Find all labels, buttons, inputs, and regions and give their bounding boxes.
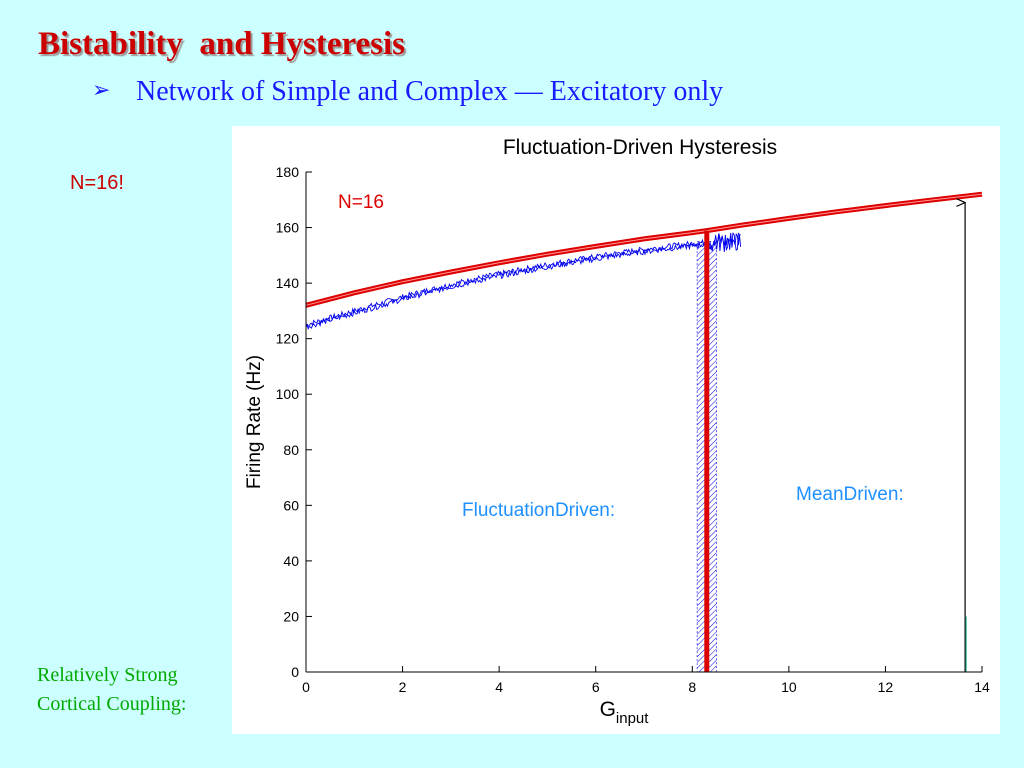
y-tick-label: 60 xyxy=(283,497,299,513)
mean-driven-label: MeanDriven: xyxy=(796,484,904,505)
coupling-note: Relatively Strong Cortical Coupling: xyxy=(37,661,186,719)
network-size-value: N=16 xyxy=(70,172,119,194)
x-tick-label: 12 xyxy=(878,679,894,695)
network-size-suffix: ! xyxy=(118,172,124,194)
x-tick-label: 8 xyxy=(688,679,696,695)
blue-fluctuation-curve xyxy=(305,232,741,330)
chart-title: Fluctuation-Driven Hysteresis xyxy=(503,136,777,159)
red-mean-curve-highlight xyxy=(305,193,983,306)
slide-title: Bistability and Hysteresis xyxy=(38,26,406,62)
x-axis-label-main: G xyxy=(600,698,616,721)
fluctuation-driven-label: FluctuationDriven: xyxy=(462,500,615,521)
x-tick-label: 2 xyxy=(399,679,407,695)
y-tick-label: 140 xyxy=(276,275,300,291)
chart-svg: Fluctuation-Driven Hysteresis 0 2 4 6 8 10 12 1… xyxy=(244,136,990,727)
x-tick-label: 10 xyxy=(781,679,797,695)
x-tick-label: 14 xyxy=(974,679,990,695)
x-tick-label: 0 xyxy=(302,679,310,695)
y-tick-label: 80 xyxy=(283,442,299,458)
y-axis-label: Firing Rate (Hz) xyxy=(244,355,265,489)
x-axis-label-subscript: input xyxy=(616,710,649,727)
hysteresis-chart: Fluctuation-Driven Hysteresis 0 2 4 6 8 10 12 1… xyxy=(232,126,1000,734)
coupling-line-1: Relatively Strong xyxy=(37,664,178,686)
network-size-note: N=16! xyxy=(70,172,124,195)
x-tick-label: 6 xyxy=(592,679,600,695)
y-tick-label: 100 xyxy=(276,386,300,402)
x-axis-label: Ginput xyxy=(600,698,650,727)
y-tick-label: 20 xyxy=(283,608,299,624)
y-tick-label: 160 xyxy=(276,220,300,236)
plot-layer xyxy=(305,191,983,673)
bullet-text: Network of Simple and Complex — Excitato… xyxy=(136,76,724,107)
n-label: N=16 xyxy=(338,192,384,213)
y-tick-label: 40 xyxy=(283,553,299,569)
x-tick-label: 4 xyxy=(495,679,503,695)
y-tick-label: 180 xyxy=(276,164,300,180)
bullet-item: ➢ Network of Simple and Complex — Excitat… xyxy=(92,76,723,108)
arrow-bullet-icon: ➢ xyxy=(92,77,111,102)
red-mean-curve xyxy=(305,191,983,308)
coupling-line-2: Cortical Coupling: xyxy=(37,693,187,715)
y-tick-label: 120 xyxy=(276,331,300,347)
y-tick-label: 0 xyxy=(291,664,299,680)
